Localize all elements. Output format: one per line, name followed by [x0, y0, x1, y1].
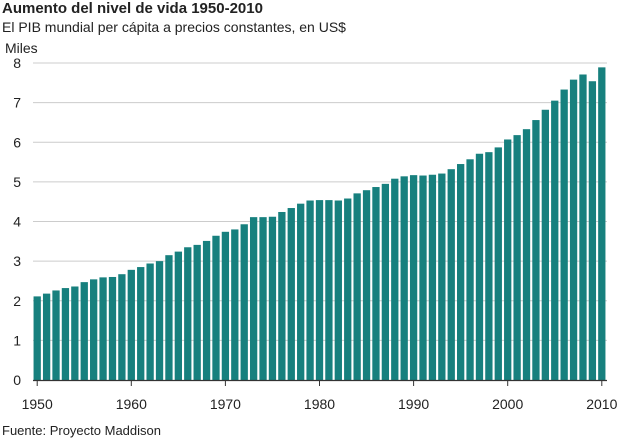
bar-1967 — [193, 244, 201, 380]
bar-2010 — [598, 67, 606, 381]
bar-1998 — [485, 152, 493, 380]
bar-1968 — [202, 240, 211, 380]
bar-2009 — [588, 81, 597, 380]
bar-1951 — [42, 293, 51, 380]
bar-1979 — [306, 200, 314, 380]
bar-1990 — [409, 175, 418, 380]
bars — [33, 67, 606, 381]
x-tick-label: 2000 — [492, 396, 523, 412]
bar-1963 — [155, 261, 164, 381]
bar-2005 — [551, 100, 559, 380]
bar-2006 — [560, 89, 568, 381]
x-axis-ticks: 1950 1960 1970 1980 1990 2000 2010 — [22, 380, 618, 412]
chart-subtitle: El PIB mundial per cápita a precios cons… — [2, 19, 346, 35]
x-tick-label: 1960 — [116, 396, 147, 412]
y-tick-label: 2 — [13, 293, 21, 309]
bar-1991 — [419, 175, 427, 380]
bar-1950 — [33, 296, 41, 380]
y-axis-label: Miles — [5, 40, 38, 56]
bar-1975 — [268, 216, 277, 380]
bar-1962 — [146, 263, 154, 380]
y-tick-label: 8 — [13, 55, 21, 71]
y-tick-label: 7 — [13, 95, 21, 111]
bar-1982 — [334, 200, 342, 380]
bar-1971 — [231, 229, 239, 380]
bar-1964 — [165, 255, 173, 380]
bar-1976 — [278, 211, 286, 380]
bar-1957 — [99, 277, 107, 380]
bar-1958 — [108, 276, 117, 380]
bar-1984 — [353, 193, 361, 380]
y-axis-ticks: 0 1 2 3 4 5 6 7 8 — [13, 55, 21, 388]
bar-1974 — [259, 217, 267, 380]
chart-title: Aumento del nivel de vida 1950-2010 — [2, 0, 263, 17]
bar-1960 — [127, 269, 135, 380]
bar-1969 — [212, 235, 220, 380]
bar-1989 — [400, 176, 408, 380]
bar-1988 — [391, 178, 399, 380]
bar-1956 — [90, 279, 98, 380]
source-note: Fuente: Proyecto Maddison — [2, 423, 161, 438]
bar-1953 — [61, 288, 70, 380]
bar-1995 — [457, 164, 465, 380]
bar-2000 — [504, 139, 512, 380]
bar-1981 — [325, 200, 333, 380]
y-tick-label: 5 — [13, 174, 21, 190]
x-tick-label: 1950 — [22, 396, 53, 412]
x-tick-label: 1990 — [398, 396, 429, 412]
bar-1985 — [362, 190, 371, 380]
y-tick-label: 0 — [13, 372, 21, 388]
y-tick-label: 1 — [13, 332, 21, 348]
bar-1992 — [428, 174, 437, 380]
bar-1994 — [447, 169, 455, 380]
bar-1993 — [438, 173, 446, 380]
y-tick-label: 3 — [13, 253, 21, 269]
x-tick-label: 2010 — [586, 396, 617, 412]
bar-1954 — [71, 286, 79, 380]
bar-1966 — [184, 247, 192, 380]
bar-2003 — [532, 120, 540, 380]
bar-1999 — [494, 147, 502, 380]
bar-2007 — [569, 79, 578, 380]
bar-1983 — [344, 198, 352, 380]
bar-2008 — [579, 74, 587, 381]
bar-1997 — [475, 153, 484, 380]
x-tick-label: 1970 — [210, 396, 241, 412]
y-tick-label: 6 — [13, 134, 21, 150]
bar-2002 — [522, 129, 531, 380]
bar-1987 — [381, 183, 390, 380]
bar-1961 — [137, 267, 145, 380]
bar-1978 — [297, 203, 305, 380]
bar-2004 — [541, 109, 549, 380]
bar-1986 — [372, 187, 380, 380]
bar-1977 — [287, 208, 295, 380]
y-tick-label: 4 — [13, 214, 21, 230]
bar-1955 — [80, 282, 88, 380]
x-tick-label: 1980 — [304, 396, 335, 412]
bar-1996 — [466, 159, 474, 380]
bar-1959 — [118, 274, 126, 380]
bar-1965 — [174, 251, 182, 380]
bar-1980 — [315, 200, 324, 380]
bar-1972 — [240, 224, 248, 380]
bar-1970 — [221, 231, 230, 380]
bar-2001 — [513, 135, 521, 380]
bar-1952 — [52, 290, 60, 380]
bar-1973 — [249, 217, 258, 380]
